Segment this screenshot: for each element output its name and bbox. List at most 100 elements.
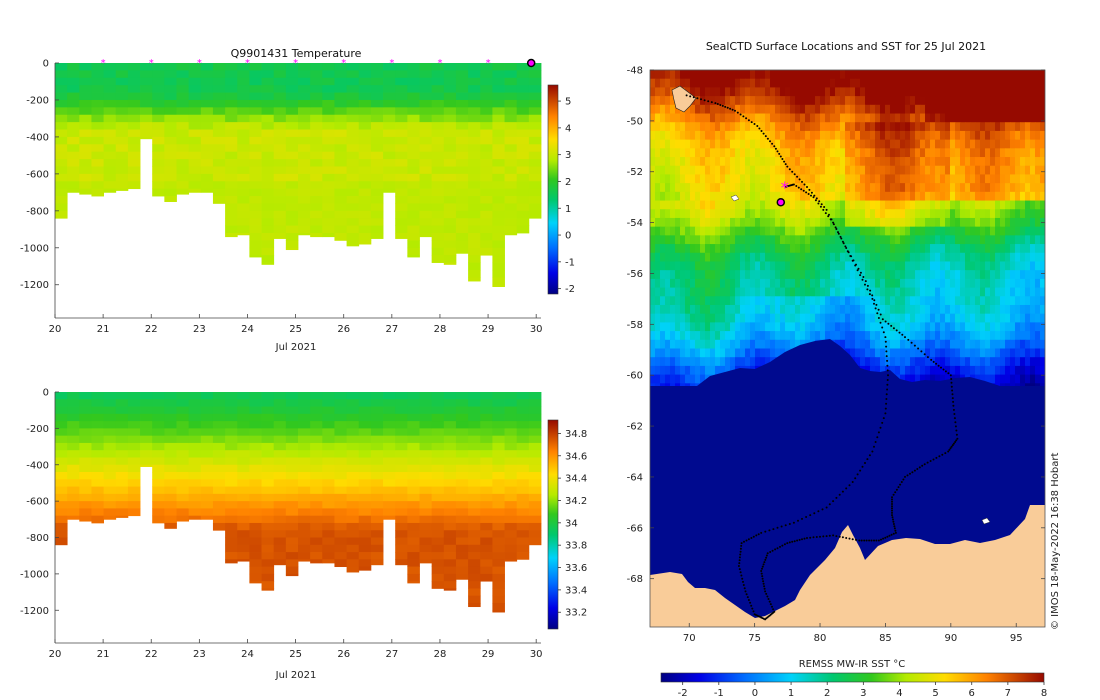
sst-cell <box>945 104 951 115</box>
colorbar-tick-label: 2 <box>565 177 571 188</box>
profile-cell <box>152 464 165 473</box>
profile-cell <box>370 196 384 204</box>
sst-cell <box>970 139 976 149</box>
sst-cell <box>1000 130 1006 141</box>
profile-cell <box>79 136 92 145</box>
profile-cell <box>443 435 457 444</box>
sst-cell <box>835 200 841 210</box>
profile-cell <box>212 464 226 473</box>
profile-cell <box>273 173 287 182</box>
sst-cell <box>890 339 896 349</box>
profile-cell <box>334 515 347 524</box>
sst-cell <box>780 87 786 97</box>
sst-cell <box>760 148 766 158</box>
profile-cell <box>140 77 153 86</box>
profile-cell <box>431 233 445 241</box>
sst-cell <box>890 113 896 123</box>
sst-cell <box>710 200 716 210</box>
profile-cell <box>261 203 275 212</box>
sst-cell <box>890 148 896 158</box>
profile-cell <box>480 173 493 182</box>
sst-cell <box>1000 200 1006 210</box>
profile-cell <box>140 129 153 138</box>
sst-cell <box>730 157 736 167</box>
profile-cell <box>528 85 542 93</box>
sst-cell <box>775 78 781 88</box>
sst-cell <box>690 278 696 289</box>
profile-cell <box>407 122 420 130</box>
profile-cell <box>395 508 408 517</box>
profile-cell <box>334 99 347 108</box>
profile-cell <box>115 181 129 190</box>
sst-cell <box>905 78 911 88</box>
profile-cell <box>346 129 360 138</box>
profile-cell <box>528 70 542 79</box>
sst-cell <box>770 339 776 349</box>
profile-cell <box>492 530 505 538</box>
sst-cell <box>915 130 921 141</box>
sst-cell <box>765 252 771 262</box>
sst-cell <box>685 322 691 332</box>
sst-cell <box>960 104 966 115</box>
sst-cell <box>900 113 906 123</box>
profile-cell <box>152 450 165 458</box>
sst-cell <box>1025 209 1031 219</box>
sst-cell <box>685 374 691 384</box>
sst-cell <box>1015 217 1021 228</box>
profile-cell <box>431 77 445 86</box>
sst-cell <box>950 226 956 236</box>
sst-cell <box>845 287 851 297</box>
profile-cell <box>383 464 396 473</box>
sst-cell <box>650 87 656 97</box>
sst-cell <box>685 252 691 262</box>
sst-cell <box>850 322 856 332</box>
sst-cell <box>870 78 876 88</box>
sst-cell <box>695 130 701 141</box>
profile-cell <box>419 233 433 238</box>
profile-cell <box>176 486 190 495</box>
profile-cell <box>285 188 299 197</box>
sst-cell <box>1020 270 1026 280</box>
profile-cell <box>528 493 542 502</box>
sst-cell <box>740 304 746 315</box>
profile-cell <box>358 530 372 538</box>
sst-cell <box>905 139 911 149</box>
profile-cell <box>212 107 226 116</box>
profile-cell <box>370 70 384 79</box>
profile-cell <box>383 413 396 422</box>
sst-cell <box>775 304 781 315</box>
sst-cell <box>805 217 811 228</box>
profile-cell <box>383 159 396 167</box>
profile-cell <box>383 166 396 175</box>
sst-cell <box>840 287 846 297</box>
sst-cell <box>755 304 761 315</box>
sst-cell <box>825 157 831 167</box>
profile-cell <box>273 77 287 86</box>
profile-cell <box>164 166 177 175</box>
sst-cell <box>855 191 861 202</box>
sst-cell <box>950 78 956 88</box>
profile-cell <box>516 544 530 553</box>
sst-cell <box>770 217 776 228</box>
profile-cell <box>152 472 165 480</box>
sst-cell <box>825 331 831 341</box>
profile-cell <box>237 151 250 160</box>
profile-cell <box>285 70 299 79</box>
profile-cell <box>480 122 493 130</box>
profile-cell <box>492 486 505 495</box>
profile-cell <box>443 544 457 553</box>
sst-cell <box>1005 226 1011 236</box>
sst-cell <box>790 296 796 306</box>
profile-cell <box>55 63 68 71</box>
sst-cell <box>1015 96 1021 106</box>
sst-cell <box>655 261 661 271</box>
profile-cell <box>419 159 433 167</box>
sst-cell <box>930 174 936 184</box>
profile-cell <box>334 210 347 219</box>
sst-cell <box>905 226 911 236</box>
sst-cell <box>860 235 866 245</box>
sst-cell <box>720 200 726 210</box>
sst-cell <box>690 104 696 115</box>
sst-cell <box>770 261 776 271</box>
profile-cell <box>455 479 469 487</box>
